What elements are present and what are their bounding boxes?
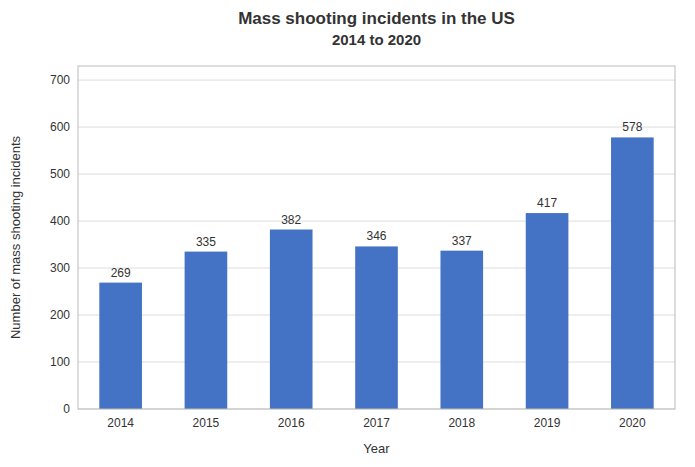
data-label: 346: [366, 229, 386, 243]
y-tick-label: 600: [50, 120, 70, 134]
grid-line: [78, 127, 675, 128]
bar: [355, 246, 398, 409]
plot-frame: [78, 66, 675, 409]
bar: [611, 137, 654, 409]
bar: [440, 251, 483, 409]
grid-line: [78, 221, 675, 222]
x-tick-label: 2017: [363, 416, 390, 430]
grid: [78, 80, 675, 409]
bar: [185, 252, 228, 409]
chart-container: Mass shooting incidents in the US 2014 to…: [0, 0, 695, 467]
x-tick-label: 2015: [193, 416, 220, 430]
data-label: 337: [452, 234, 472, 248]
x-tick-label: 2016: [278, 416, 305, 430]
bars: [99, 137, 653, 409]
chart-subtitle: 2014 to 2020: [332, 31, 421, 48]
y-tick-label: 200: [50, 308, 70, 322]
grid-line: [78, 80, 675, 81]
chart-svg: Mass shooting incidents in the US 2014 to…: [0, 0, 695, 467]
y-tick-label: 0: [63, 402, 70, 416]
y-tick-label: 500: [50, 167, 70, 181]
chart-title: Mass shooting incidents in the US: [238, 9, 515, 28]
data-label: 269: [111, 266, 131, 280]
bar: [526, 213, 569, 409]
bar: [99, 283, 142, 409]
y-axis-label: Number of mass shooting incidents: [8, 135, 23, 339]
y-tick-label: 100: [50, 355, 70, 369]
grid-line: [78, 174, 675, 175]
data-label: 578: [622, 120, 642, 134]
y-tick-label: 700: [50, 73, 70, 87]
bar: [270, 230, 313, 409]
data-label: 335: [196, 235, 216, 249]
x-tick-label: 2018: [448, 416, 475, 430]
y-tick-label: 300: [50, 261, 70, 275]
x-tick-label: 2020: [619, 416, 646, 430]
x-tick-label: 2019: [534, 416, 561, 430]
data-label: 417: [537, 196, 557, 210]
x-axis-label: Year: [363, 441, 390, 456]
y-tick-label: 400: [50, 214, 70, 228]
x-tick-label: 2014: [107, 416, 134, 430]
data-label: 382: [281, 213, 301, 227]
